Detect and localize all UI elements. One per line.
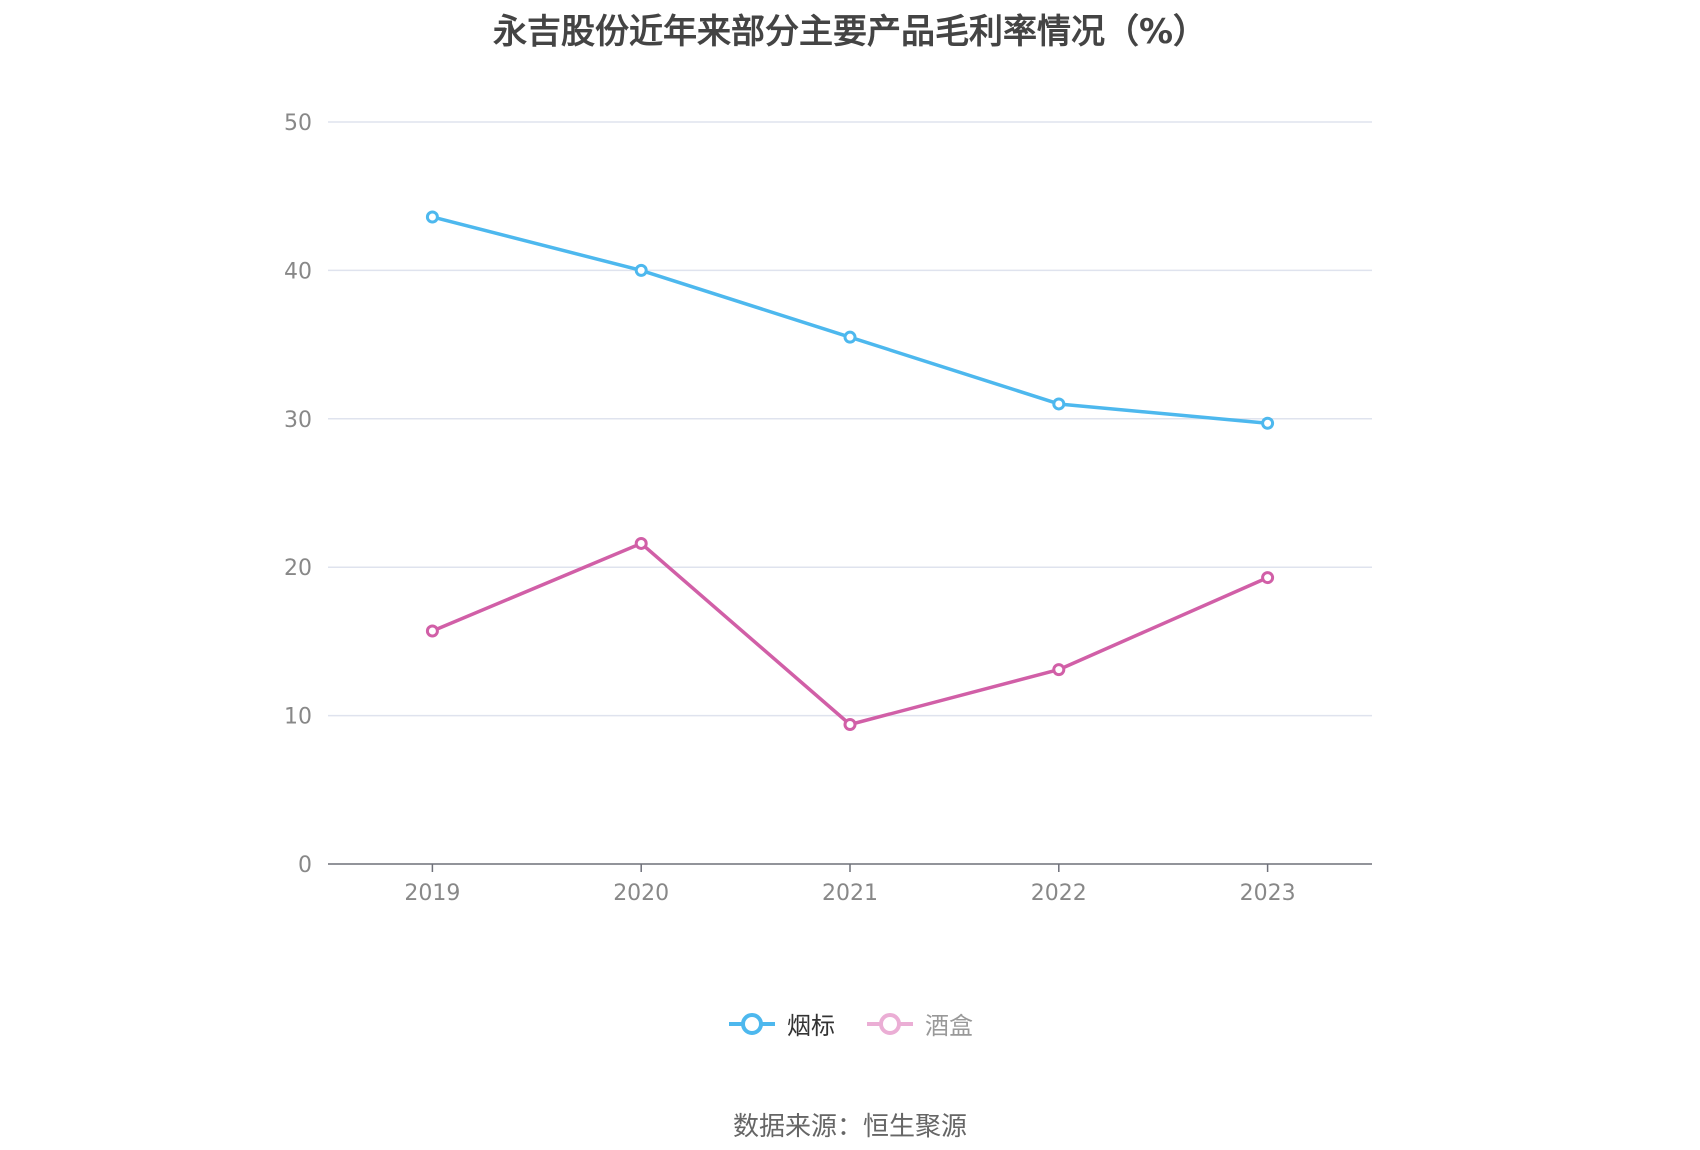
x-tick-label: 2019 bbox=[404, 881, 460, 906]
y-tick-label: 10 bbox=[284, 705, 312, 730]
legend-item-series-1[interactable]: 烟标 bbox=[727, 1006, 835, 1041]
y-tick-label: 20 bbox=[284, 556, 312, 581]
data-point-series-2[interactable] bbox=[843, 718, 857, 732]
x-tick-label: 2023 bbox=[1240, 881, 1296, 906]
legend: 烟标 酒盒 bbox=[0, 1006, 1700, 1041]
y-tick-label: 30 bbox=[284, 408, 312, 433]
data-point-series-2[interactable] bbox=[634, 536, 648, 550]
source-note: 数据来源：恒生聚源 bbox=[732, 1112, 967, 1142]
data-point-series-2[interactable] bbox=[1052, 663, 1066, 677]
data-point-series-1[interactable] bbox=[425, 210, 439, 224]
chart-title: 永吉股份近年来部分主要产品毛利率情况（%） bbox=[492, 12, 1208, 52]
series-line-1 bbox=[431, 215, 1268, 425]
data-point-series-1[interactable] bbox=[1052, 397, 1066, 411]
series-line-2 bbox=[431, 541, 1269, 727]
data-point-series-2[interactable] bbox=[1261, 571, 1275, 585]
x-tick-label: 2020 bbox=[613, 881, 669, 906]
y-tick-label: 50 bbox=[284, 111, 312, 136]
axes: 0 10 20 30 40 50 2019 2020 2021 2022 2023 bbox=[284, 111, 1372, 906]
x-tick-label: 2022 bbox=[1031, 881, 1087, 906]
legend-label-series-2: 酒盒 bbox=[925, 1012, 973, 1040]
legend-item-series-2[interactable]: 酒盒 bbox=[865, 1006, 973, 1041]
y-tick-label: 40 bbox=[284, 259, 312, 284]
series-layer bbox=[425, 210, 1275, 732]
y-tick-label: 0 bbox=[298, 853, 312, 878]
data-point-series-1[interactable] bbox=[1261, 416, 1275, 430]
x-tick-label: 2021 bbox=[822, 881, 878, 906]
data-point-series-1[interactable] bbox=[634, 263, 648, 277]
legend-marker-series-1-icon bbox=[729, 1012, 775, 1035]
legend-marker-series-2-icon bbox=[867, 1012, 913, 1035]
legend-label-series-1: 烟标 bbox=[787, 1012, 835, 1040]
data-point-series-1[interactable] bbox=[843, 330, 857, 344]
grid-lines bbox=[328, 121, 1372, 717]
data-point-series-2[interactable] bbox=[425, 624, 439, 638]
